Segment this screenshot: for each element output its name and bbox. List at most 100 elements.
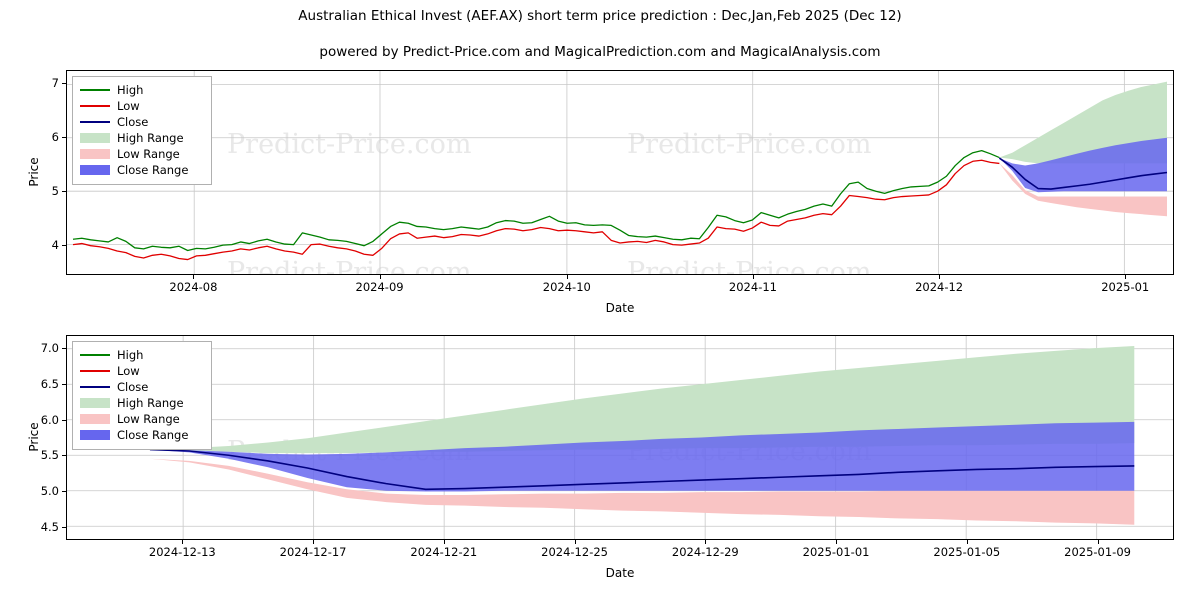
close-forecast-line	[999, 158, 1167, 189]
page-title: Australian Ethical Invest (AEF.AX) short…	[298, 8, 902, 24]
y-axis-label: Price	[27, 156, 41, 187]
legend-label: Close	[117, 380, 149, 394]
x-tick-label: 2025-01-01	[802, 545, 870, 559]
y-tick-label: 6.5	[40, 376, 59, 391]
legend-swatch-icon	[80, 365, 110, 377]
low-range-band	[149, 458, 1135, 525]
y-tick-label: 5.0	[40, 484, 59, 499]
legend-label: Low Range	[117, 412, 180, 426]
x-tick-label: 2025-01-09	[1064, 545, 1131, 559]
x-tick-mark	[193, 275, 195, 279]
high-series-line	[73, 151, 999, 251]
low-series-line	[73, 160, 999, 259]
legend-swatch-icon	[80, 100, 110, 112]
legend-swatch-icon	[80, 429, 110, 441]
legend-swatch-icon	[80, 397, 110, 409]
x-axis-label: Date	[605, 566, 635, 580]
x-tick-label: 2024-12-17	[279, 545, 347, 559]
high-range-band	[999, 81, 1167, 164]
legend-swatch-icon	[80, 381, 110, 393]
legend-item-high-range: High Range	[80, 395, 204, 411]
legend-label: High	[117, 348, 144, 362]
x-tick-label: 2024-12-13	[148, 545, 216, 559]
legend-swatch-icon	[80, 413, 110, 425]
x-tick-label: 2025-01-05	[933, 545, 1001, 559]
x-tick-mark	[966, 540, 968, 544]
legend-item-close-range: Close Range	[80, 162, 204, 178]
y-tick-label: 4.5	[40, 520, 59, 535]
legend-item-low-range: Low Range	[80, 411, 204, 427]
legend-swatch-icon	[80, 84, 110, 96]
x-tick-mark	[182, 540, 184, 544]
x-tick-mark	[1097, 540, 1099, 544]
legend-label: Low	[117, 364, 140, 378]
close-range-band	[149, 421, 1135, 492]
legend-swatch-icon	[80, 349, 110, 361]
y-tick-label: 7	[51, 76, 59, 91]
y-tick-mark	[62, 245, 66, 247]
x-tick-mark	[836, 540, 838, 544]
y-tick-mark	[62, 491, 66, 493]
x-tick-mark	[379, 275, 381, 279]
top-chart-legend: High Low Close High Range Low Range Close Ran…	[72, 76, 212, 185]
x-tick-mark	[574, 540, 576, 544]
x-tick-mark	[705, 540, 707, 544]
x-tick-label: 2024-12-29	[671, 545, 739, 559]
x-axis-label: Date	[605, 301, 635, 315]
legend-item-high: High	[80, 347, 204, 363]
y-tick-mark	[62, 191, 66, 193]
legend-swatch-icon	[80, 164, 110, 176]
bottom-chart-legend: High Low Close High Range Low Range Close Ran…	[72, 341, 212, 450]
x-tick-label: 2024-11	[728, 280, 777, 294]
x-tick-label: 2025-01	[1101, 280, 1150, 294]
y-tick-mark	[62, 527, 66, 529]
x-tick-label: 2024-12-21	[410, 545, 478, 559]
legend-label: Low	[117, 99, 140, 113]
high-range-band	[149, 345, 1135, 454]
x-tick-mark	[313, 540, 315, 544]
close-forecast-line	[150, 450, 1134, 490]
y-tick-label: 4	[51, 238, 59, 253]
y-tick-label: 5.5	[40, 448, 59, 463]
legend-item-close: Close	[80, 114, 204, 130]
legend-item-high-range: High Range	[80, 130, 204, 146]
y-tick-mark	[62, 137, 66, 139]
legend-item-low: Low	[80, 363, 204, 379]
legend-label: High Range	[117, 396, 184, 410]
legend-swatch-icon	[80, 148, 110, 160]
bottom-chart-axes: Predict-Price.com Predict-Price.com	[66, 335, 1174, 540]
legend-label: Close	[117, 115, 149, 129]
y-tick-mark	[62, 383, 66, 385]
y-tick-mark	[62, 419, 66, 421]
legend-label: Close Range	[117, 163, 189, 177]
top-chart-axes: Predict-Price.com Predict-Price.com Pred…	[66, 70, 1174, 275]
y-tick-mark	[62, 455, 66, 457]
legend-item-low-range: Low Range	[80, 146, 204, 162]
x-tick-mark	[443, 540, 445, 544]
y-axis-label: Price	[27, 421, 41, 452]
x-tick-label: 2024-12	[915, 280, 964, 294]
legend-label: Low Range	[117, 147, 180, 161]
y-tick-label: 6	[51, 130, 59, 145]
y-tick-label: 6.0	[40, 412, 59, 427]
legend-swatch-icon	[80, 116, 110, 128]
x-tick-mark	[1125, 275, 1127, 279]
y-tick-mark	[62, 347, 66, 349]
legend-label: Close Range	[117, 428, 189, 442]
x-tick-label: 2024-12-25	[541, 545, 608, 559]
page-subtitle: powered by Predict-Price.com and Magical…	[319, 44, 881, 60]
y-tick-label: 7.0	[40, 340, 59, 355]
x-tick-mark	[566, 275, 568, 279]
legend-item-close-range: Close Range	[80, 427, 204, 443]
legend-label: High Range	[117, 131, 184, 145]
x-tick-label: 2024-09	[355, 280, 404, 294]
low-range-band	[999, 163, 1167, 217]
legend-item-close: Close	[80, 379, 204, 395]
x-tick-label: 2024-10	[542, 280, 591, 294]
x-tick-mark	[752, 275, 754, 279]
x-tick-mark	[939, 275, 941, 279]
y-tick-label: 5	[51, 184, 59, 199]
y-tick-mark	[62, 83, 66, 85]
legend-item-high: High	[80, 82, 204, 98]
